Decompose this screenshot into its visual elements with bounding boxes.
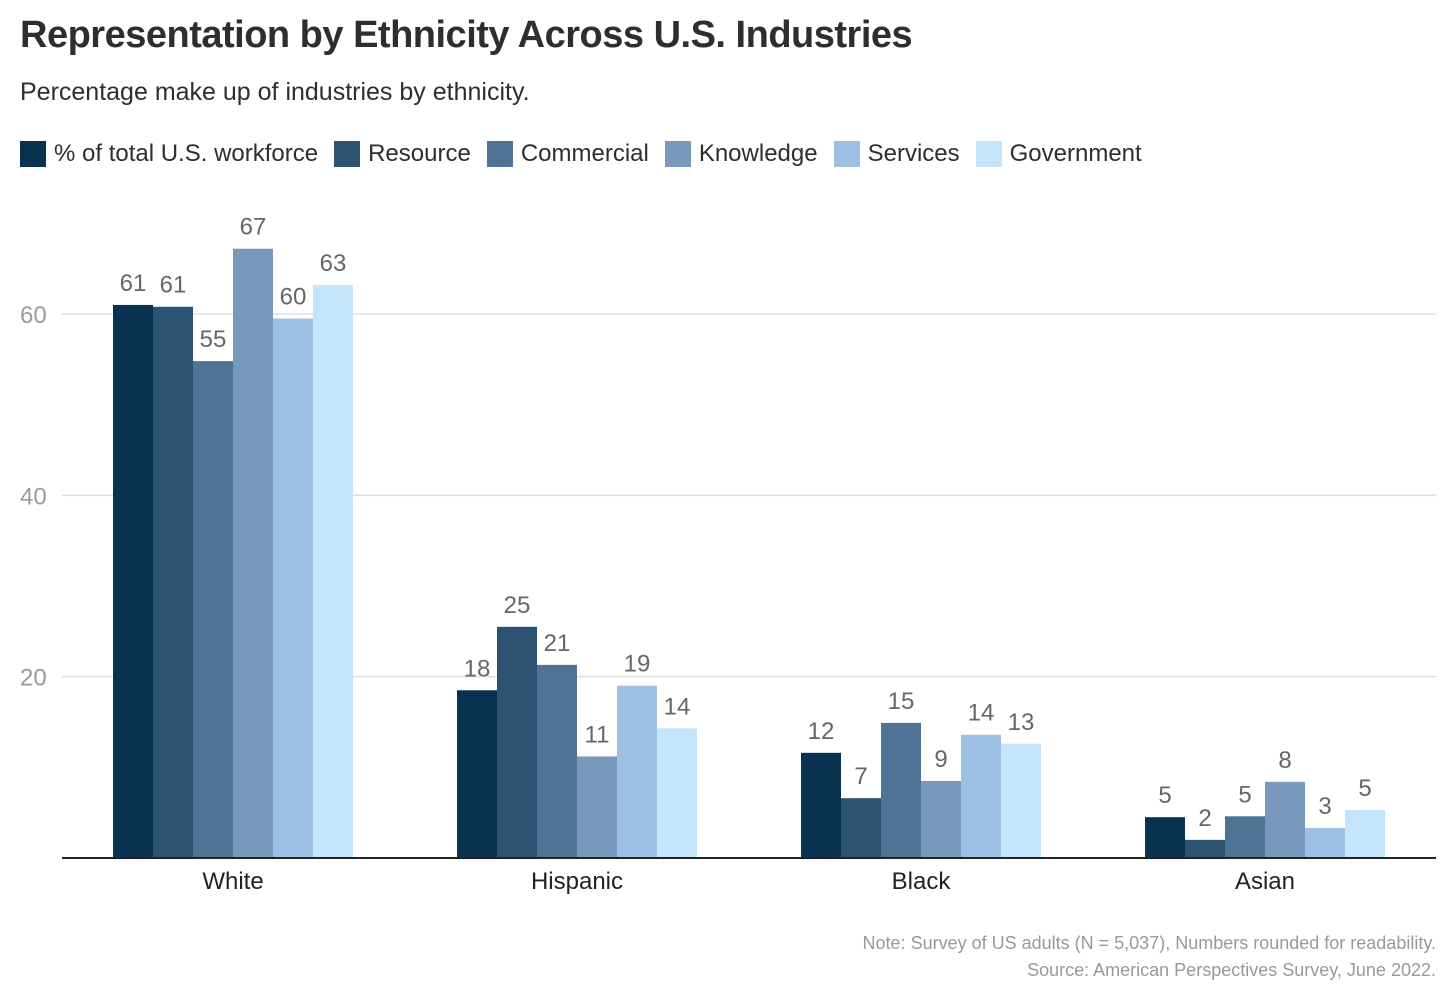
survey-note: Note: Survey of US adults (N = 5,037), N… [862, 933, 1436, 953]
bar [1145, 817, 1185, 858]
bar-value-label: 3 [1318, 793, 1331, 820]
bar-value-label: 21 [544, 630, 571, 657]
chart-subtitle: Percentage make up of industries by ethn… [20, 78, 530, 106]
legend-swatch [334, 141, 361, 167]
bar-value-label: 5 [1238, 781, 1251, 808]
bar [1305, 828, 1345, 858]
bar [1265, 781, 1305, 858]
legend-label: % of total U.S. workforce [54, 140, 319, 167]
legend-swatch [486, 141, 513, 167]
y-tick-label: 20 [20, 665, 47, 692]
bar-value-label: 61 [120, 270, 147, 297]
legend-label: Government [1009, 140, 1142, 167]
x-tick-label: Black [892, 868, 952, 895]
bar [313, 284, 353, 858]
bar-value-label: 63 [320, 250, 347, 277]
legend-item: Services [833, 140, 960, 168]
bar [1345, 809, 1385, 858]
bar [921, 780, 961, 858]
bar [273, 318, 313, 858]
bar-value-label: 15 [888, 688, 915, 715]
legend-label: Resource [368, 140, 471, 167]
bar [961, 734, 1001, 858]
bar-value-label: 5 [1158, 782, 1171, 809]
bar-value-label: 60 [280, 284, 307, 311]
source-note: Source: American Perspectives Survey, Ju… [1027, 960, 1436, 980]
y-tick-label: 60 [20, 302, 47, 329]
legend-swatch [975, 141, 1002, 167]
bar-value-label: 19 [624, 651, 651, 678]
bar [497, 626, 537, 858]
bar [457, 690, 497, 858]
bar-value-label: 12 [808, 718, 835, 745]
legend-item: % of total U.S. workforce [20, 140, 318, 168]
bar-value-label: 61 [160, 272, 187, 299]
bar [577, 756, 617, 858]
bar [153, 306, 193, 858]
bar [233, 248, 273, 859]
bar [617, 685, 657, 858]
bar-value-label: 25 [504, 592, 531, 619]
chart-title: Representation by Ethnicity Across U.S. … [20, 14, 913, 56]
legend: % of total U.S. workforce Resource Commerc… [20, 140, 1158, 168]
bar-value-label: 9 [934, 746, 947, 773]
legend-item: Knowledge [664, 140, 818, 168]
bar-value-label: 8 [1278, 747, 1291, 774]
legend-label: Services [867, 140, 960, 167]
bar [1185, 839, 1225, 858]
legend-swatch [664, 141, 691, 167]
legend-label: Commercial [520, 140, 649, 167]
bar-value-label: 13 [1008, 709, 1035, 736]
bar [801, 752, 841, 858]
bar-value-label: 55 [200, 326, 227, 353]
bar-value-label: 5 [1358, 775, 1371, 802]
bar-value-label: 67 [240, 214, 267, 241]
legend-item: Commercial [486, 140, 649, 168]
bar [657, 728, 697, 858]
bar-value-label: 11 [585, 721, 610, 748]
bar [1225, 816, 1265, 858]
bar [193, 361, 233, 858]
legend-item: Resource [334, 140, 471, 168]
bar-value-label: 7 [854, 763, 867, 790]
bar [841, 798, 881, 858]
bar [537, 664, 577, 858]
bar [881, 722, 921, 858]
legend-swatch [833, 141, 860, 167]
bar [1001, 743, 1041, 858]
x-tick-label: Asian [1235, 868, 1295, 895]
x-tick-label: Hispanic [531, 868, 623, 895]
bar-value-label: 18 [464, 655, 491, 682]
legend-label: Knowledge [698, 140, 818, 167]
bar [113, 304, 153, 858]
bar-value-label: 14 [664, 693, 691, 720]
bar-value-label: 14 [968, 700, 995, 727]
y-tick-label: 40 [20, 483, 47, 510]
legend-item: Government [975, 140, 1142, 168]
legend-swatch [20, 141, 46, 167]
x-tick-label: White [202, 868, 263, 895]
bar-value-label: 2 [1198, 805, 1211, 832]
